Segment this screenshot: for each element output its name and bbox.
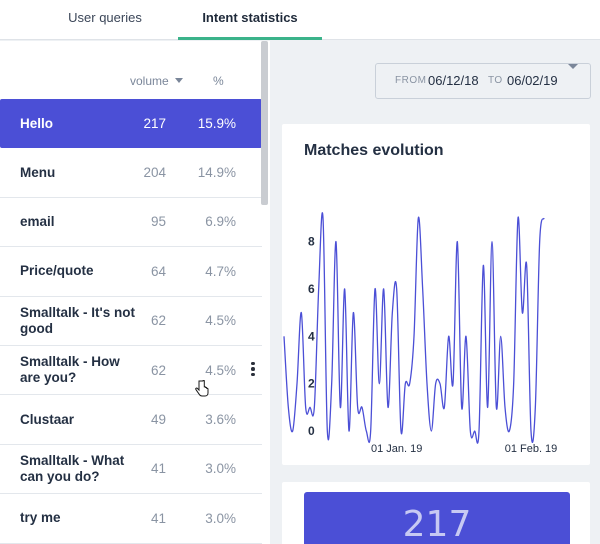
- intent-volume: 204: [143, 165, 166, 181]
- date-range-filter[interactable]: FROM 06/12/18 TO 06/02/19: [375, 63, 591, 99]
- intent-volume: 217: [143, 116, 166, 132]
- kpi-box: 217: [304, 492, 570, 544]
- volume-header-label: volume: [130, 74, 169, 88]
- intent-name: Smalltalk - What can you do?: [20, 452, 125, 484]
- matches-evolution-chart: 0 2 4 6 8 01 Jan. 19 01 Feb. 19: [283, 212, 558, 455]
- intent-name: Smalltalk - It's not good: [20, 304, 135, 336]
- hand-pointer-cursor-icon: [195, 380, 209, 397]
- from-date: 06/12/18: [428, 73, 479, 88]
- intent-volume: 62: [150, 362, 166, 378]
- intent-volume: 62: [150, 313, 166, 329]
- tab-bar: User queries Intent statistics: [0, 0, 600, 40]
- kpi-card: 217: [282, 482, 590, 544]
- intent-percent: 3.6%: [205, 412, 236, 428]
- list-header: volume %: [0, 41, 262, 99]
- tab-intent-statistics[interactable]: Intent statistics: [178, 0, 322, 40]
- tab-user-queries[interactable]: User queries: [68, 10, 142, 25]
- intent-row[interactable]: Clustaar 49 3.6%: [0, 395, 262, 445]
- intent-volume: 41: [150, 461, 166, 477]
- sort-caret-icon: [174, 78, 183, 83]
- intent-list: Hello 217 15.9% Menu 204 14.9% email 95 6.9% Pric…: [0, 99, 262, 544]
- y-tick-label: 6: [308, 282, 315, 296]
- intent-percent: 6.9%: [205, 214, 236, 230]
- intent-name: Menu: [20, 164, 56, 180]
- intent-percent: 15.9%: [197, 116, 236, 132]
- matches-evolution-card: Matches evolution 0 2 4 6 8 01 Jan. 19 01 Feb.…: [282, 124, 590, 465]
- from-label: FROM: [395, 75, 427, 86]
- intent-name: Hello: [20, 115, 54, 131]
- chevron-down-icon: [568, 64, 578, 69]
- intent-name: try me: [20, 510, 61, 526]
- intent-row[interactable]: Smalltalk - It's not good 62 4.5%: [0, 297, 262, 346]
- to-date: 06/02/19: [507, 73, 558, 88]
- more-options-icon[interactable]: [249, 361, 257, 380]
- intent-volume: 49: [150, 412, 166, 428]
- intent-percent: 3.0%: [205, 461, 236, 477]
- kpi-value: 217: [402, 504, 472, 544]
- y-tick-label: 8: [308, 235, 315, 249]
- y-tick-label: 0: [308, 424, 315, 438]
- intent-row[interactable]: Smalltalk - What can you do? 41 3.0%: [0, 445, 262, 495]
- intent-percent: 3.0%: [205, 510, 236, 526]
- intent-row[interactable]: Menu 204 14.9%: [0, 148, 262, 198]
- intent-volume: 41: [150, 510, 166, 526]
- intent-row[interactable]: Smalltalk - How are you? 62 4.5%: [0, 346, 262, 396]
- intent-row[interactable]: email 95 6.9%: [0, 198, 262, 248]
- intent-percent: 4.5%: [205, 313, 236, 329]
- intent-row[interactable]: Hello 217 15.9%: [0, 99, 262, 149]
- intent-volume: 95: [150, 214, 166, 230]
- intent-percent: 14.9%: [197, 165, 236, 181]
- volume-sort-header[interactable]: volume: [130, 74, 183, 88]
- intent-volume: 64: [150, 263, 166, 279]
- intent-row[interactable]: try me 41 3.0%: [0, 494, 262, 544]
- y-tick-label: 2: [308, 377, 315, 391]
- intent-percent: 4.5%: [205, 362, 236, 378]
- chart-title: Matches evolution: [304, 142, 444, 159]
- intent-name: Price/quote: [20, 263, 94, 279]
- x-tick-label: 01 Jan. 19: [371, 443, 422, 455]
- percent-header: %: [213, 74, 224, 88]
- series-line: [283, 212, 545, 444]
- to-label: TO: [488, 75, 503, 86]
- intent-row[interactable]: Price/quote 64 4.7%: [0, 247, 262, 297]
- intent-name: Clustaar: [20, 411, 75, 427]
- intent-list-panel: volume % Hello 217 15.9% Menu 204 14.9% email 9…: [0, 41, 270, 544]
- intent-percent: 4.7%: [205, 263, 236, 279]
- list-scrollbar[interactable]: [261, 41, 268, 205]
- x-tick-label: 01 Feb. 19: [505, 443, 558, 455]
- intent-name: Smalltalk - How are you?: [20, 354, 120, 386]
- intent-name: email: [20, 213, 55, 229]
- y-tick-label: 4: [308, 329, 315, 343]
